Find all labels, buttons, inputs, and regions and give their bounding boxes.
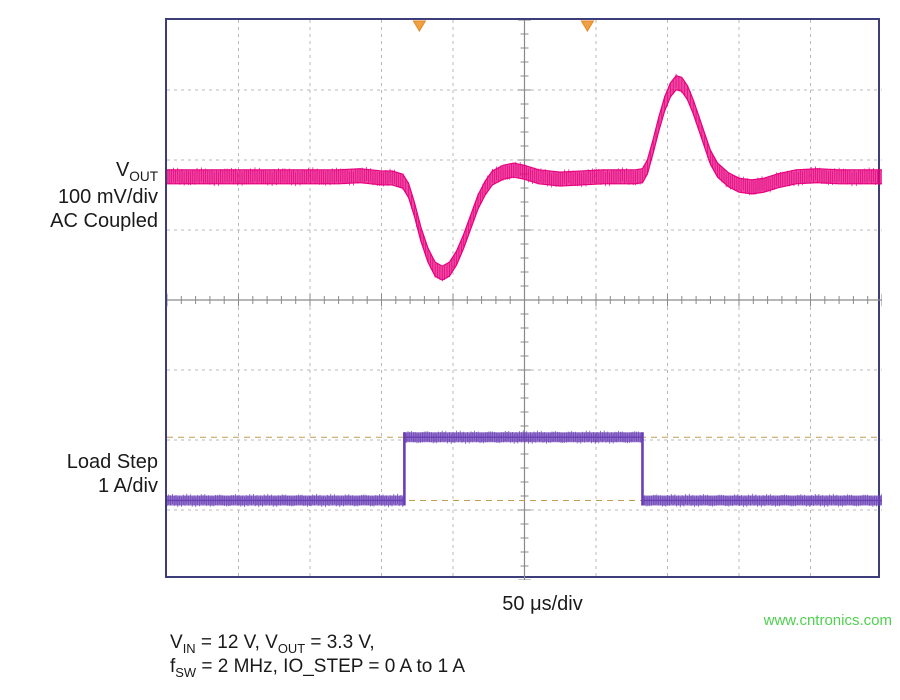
trigger-marker-icon bbox=[581, 21, 593, 31]
scope-svg bbox=[167, 20, 882, 580]
vout-channel-label: VOUT100 mV/divAC Coupled bbox=[50, 158, 158, 233]
watermark-text: www.cntronics.com bbox=[764, 612, 892, 629]
load-channel-label: Load Step1 A/div bbox=[67, 450, 158, 498]
scope-plot-area bbox=[165, 18, 880, 578]
trigger-marker-icon bbox=[413, 21, 425, 31]
figure-container: VOUT100 mV/divAC Coupled Load Step1 A/di… bbox=[0, 0, 900, 700]
conditions-label: VIN = 12 V, VOUT = 3.3 V,fSW = 2 MHz, IO… bbox=[170, 632, 465, 681]
timebase-label: 50 μs/div bbox=[463, 592, 623, 616]
